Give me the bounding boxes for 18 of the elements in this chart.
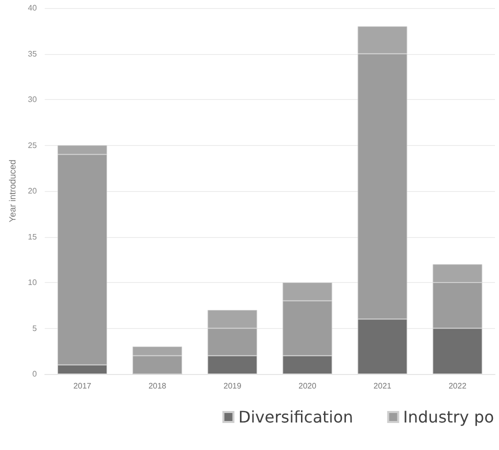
y-tick-label: 0 bbox=[32, 370, 38, 378]
legend-label: Diversification bbox=[238, 408, 354, 426]
y-tick-label: 30 bbox=[28, 95, 38, 104]
y-tick-label: 15 bbox=[28, 232, 38, 242]
x-tick-label: 2021 bbox=[374, 382, 392, 390]
x-tick-label: 2022 bbox=[448, 382, 467, 390]
y-tick-label: 10 bbox=[28, 278, 38, 287]
x-tick-label: 2019 bbox=[223, 382, 242, 390]
y-tick-label: 40 bbox=[28, 4, 38, 12]
x-tick-label: 2020 bbox=[298, 382, 317, 390]
y-tick-label: 35 bbox=[28, 49, 38, 58]
x-tick-label: 2018 bbox=[148, 382, 167, 390]
legend-label: Industry po bbox=[403, 408, 494, 426]
y-axis-title: Year introduced bbox=[8, 160, 18, 222]
y-tick-label: 5 bbox=[32, 324, 38, 333]
x-tick-label: 2017 bbox=[73, 382, 92, 390]
y-tick-label: 25 bbox=[28, 140, 38, 150]
y-tick-label: 20 bbox=[28, 186, 38, 196]
